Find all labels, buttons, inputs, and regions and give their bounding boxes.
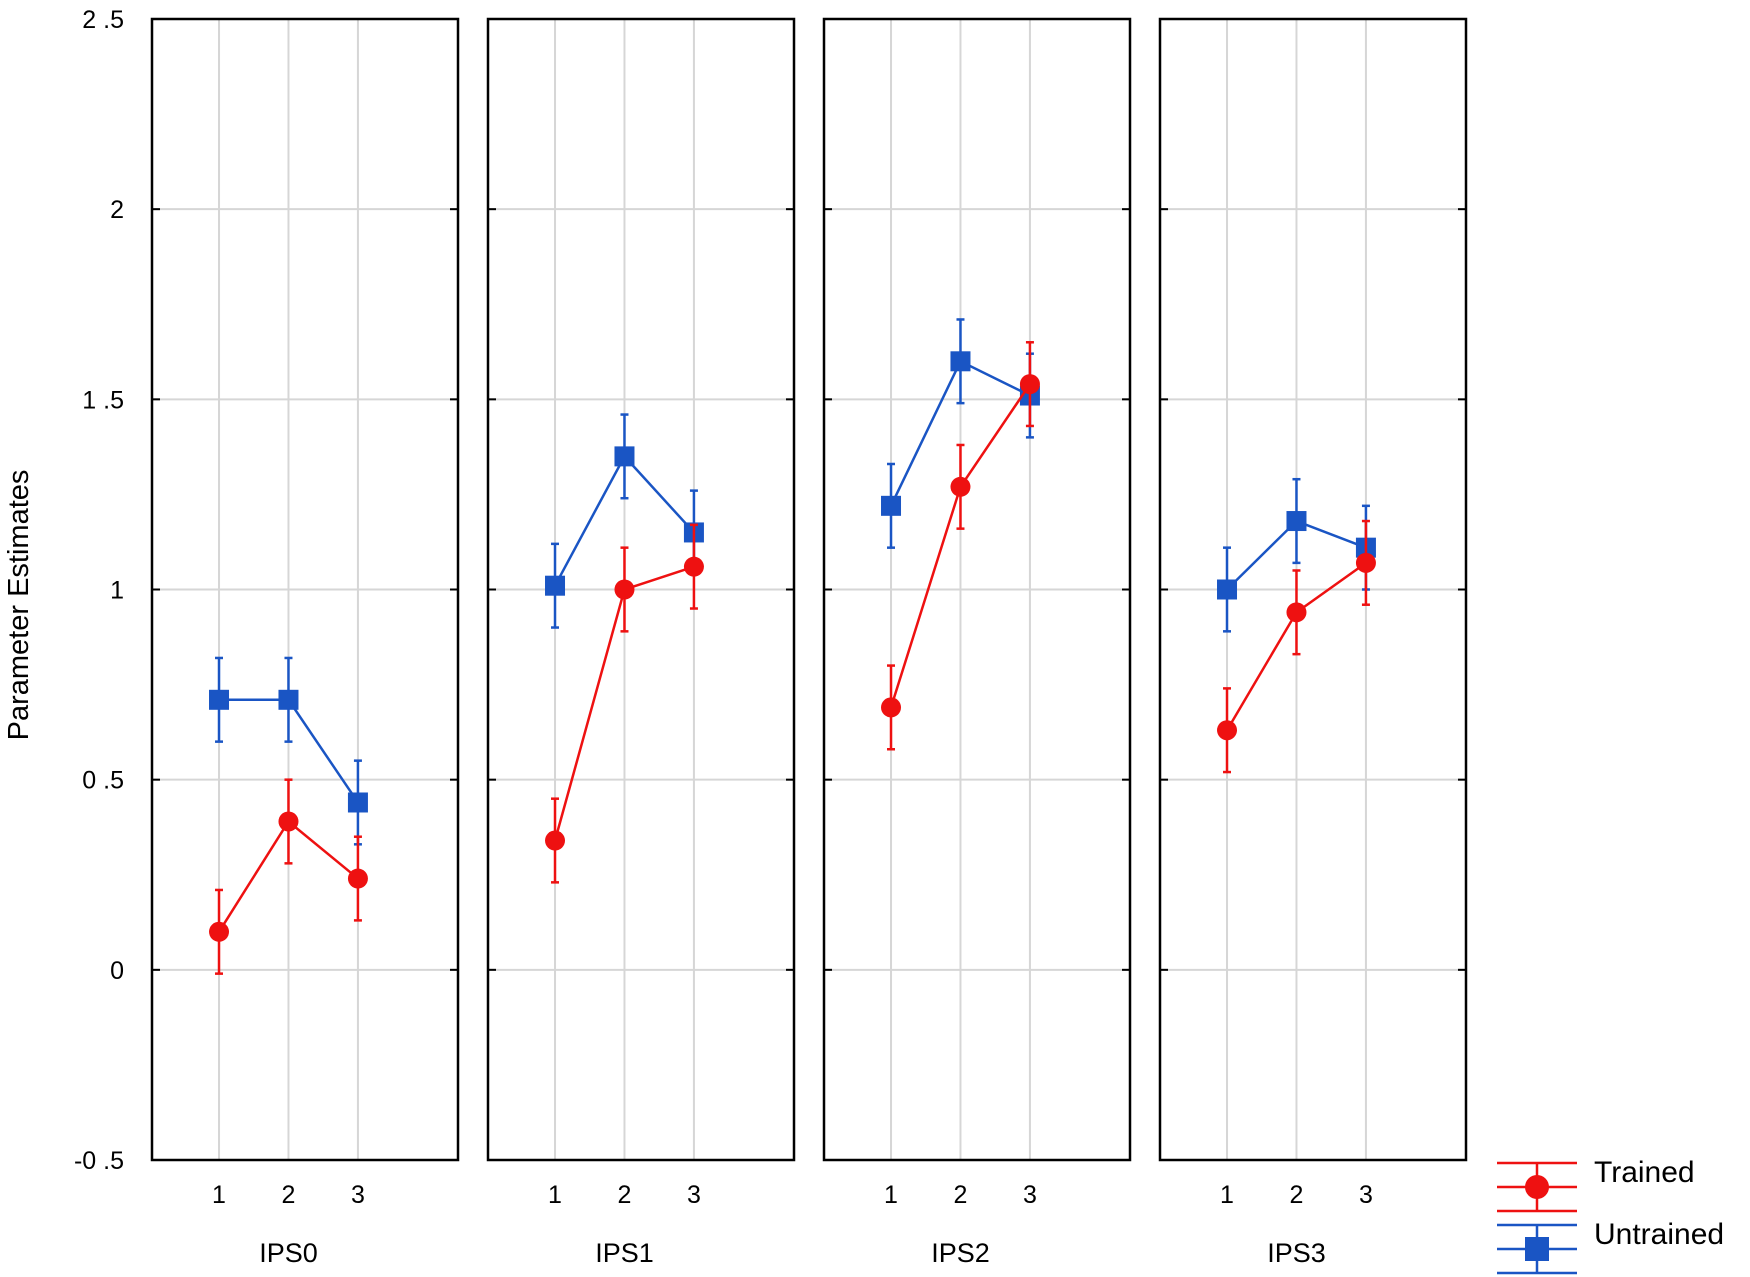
y-tick-label: 0 .5 xyxy=(82,767,124,795)
x-tick-label: 2 xyxy=(954,1181,968,1209)
data-point xyxy=(881,495,902,516)
panel-frame xyxy=(1158,17,1468,1162)
y-tick-label: 1 xyxy=(110,577,124,605)
y-tick-label: 2 .5 xyxy=(82,6,124,34)
series-untrained xyxy=(209,656,368,846)
data-point xyxy=(950,351,971,372)
data-point xyxy=(278,811,299,832)
data-point xyxy=(209,689,230,710)
data-point xyxy=(950,476,971,497)
data-point xyxy=(614,579,635,600)
x-tick-label: 2 xyxy=(618,1181,632,1209)
panel-label: IPS3 xyxy=(1267,1238,1326,1268)
series-trained xyxy=(545,523,704,884)
legend-item-untrained: Untrained xyxy=(1497,1218,1724,1275)
data-point xyxy=(545,575,566,596)
data-point xyxy=(1355,552,1376,573)
y-tick-label: 1 .5 xyxy=(82,386,124,414)
panel-ips3: 1 2 3 IPS3 xyxy=(1158,17,1468,1268)
data-point xyxy=(1019,374,1040,395)
panel-label: IPS0 xyxy=(259,1238,318,1268)
panel-label: IPS1 xyxy=(595,1238,654,1268)
panels: -0 .5 0 0 .5 1 1 .5 2 2 .5 1 2 3 IPS0 1 2 3 IPS1 1 2 3 IPS… xyxy=(74,6,1468,1268)
data-point xyxy=(209,921,230,942)
series-trained xyxy=(209,778,368,975)
data-point xyxy=(347,868,368,889)
x-tick-label: 1 xyxy=(212,1181,226,1209)
data-point xyxy=(278,689,299,710)
data-point xyxy=(881,697,902,718)
y-tick-label: 0 xyxy=(110,957,124,985)
data-point xyxy=(1217,579,1238,600)
x-tick-label: 1 xyxy=(1220,1181,1234,1209)
panel-frame xyxy=(486,17,796,1162)
series-trained xyxy=(881,341,1040,751)
x-tick-label: 3 xyxy=(1359,1181,1373,1209)
x-tick-label: 3 xyxy=(687,1181,701,1209)
legend-marker xyxy=(1525,1237,1549,1261)
x-tick-label: 1 xyxy=(548,1181,562,1209)
data-point xyxy=(683,556,704,577)
legend-label: Untrained xyxy=(1594,1218,1724,1251)
y-tick-label: 2 xyxy=(110,196,124,224)
panel-ips1: 1 2 3 IPS1 xyxy=(486,17,796,1268)
data-point xyxy=(1286,602,1307,623)
x-tick-label: 2 xyxy=(1290,1181,1304,1209)
data-point xyxy=(545,830,566,851)
y-tick-label: -0 .5 xyxy=(74,1147,124,1175)
panel-frame xyxy=(150,17,460,1162)
x-tick-label: 3 xyxy=(1023,1181,1037,1209)
x-tick-label: 3 xyxy=(351,1181,365,1209)
data-point xyxy=(347,792,368,813)
x-tick-label: 1 xyxy=(884,1181,898,1209)
y-axis-label: Parameter Estimates xyxy=(3,470,35,741)
legend-item-trained: Trained xyxy=(1497,1156,1695,1213)
data-point xyxy=(614,446,635,467)
legend-label: Trained xyxy=(1594,1156,1695,1189)
data-point xyxy=(1286,511,1307,532)
panel-ips0: 1 2 3 IPS0 xyxy=(150,17,460,1268)
data-point xyxy=(1217,720,1238,741)
legend: Trained Untrained xyxy=(1497,1156,1724,1275)
panel-label: IPS2 xyxy=(931,1238,990,1268)
panel-frame xyxy=(822,17,1132,1162)
panel-ips2: 1 2 3 IPS2 xyxy=(822,17,1132,1268)
series-trained xyxy=(1217,519,1376,774)
x-tick-label: 2 xyxy=(282,1181,296,1209)
legend-marker xyxy=(1525,1175,1549,1199)
